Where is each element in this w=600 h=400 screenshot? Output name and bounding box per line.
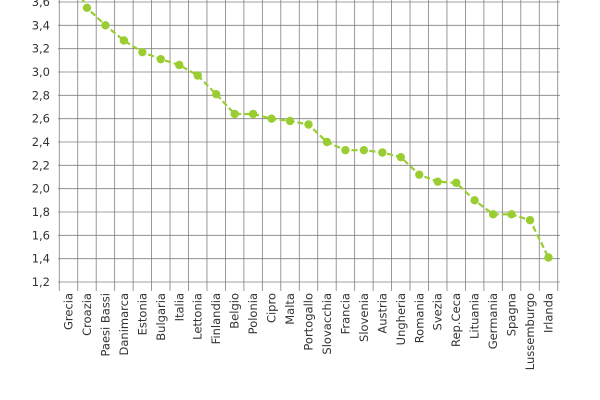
x-tick-label: Belgio [228,293,242,329]
data-point [433,177,442,186]
y-tick-label: 2,2 [32,158,50,172]
data-point [396,152,406,162]
data-point [175,60,184,70]
x-tick-label: Cipro [265,293,279,323]
x-tick-label: Germania [486,293,500,349]
x-tick-label: Irlanda [542,293,556,333]
x-tick-label: Slovenia [357,293,371,342]
data-point [211,89,221,99]
y-tick-label: 3,0 [32,65,50,79]
x-tick-label: Bulgaria [154,293,168,341]
x-tick-label: Lettonia [191,293,205,340]
y-axis: 1,2 1,4 1,6 1,8 2,0 2,2 2,4 2,6 2,8 3,0 3,2 3,4 3,6 [32,0,50,289]
y-tick-label: 2,6 [32,112,50,126]
series-line [81,0,550,258]
y-tick-label: 3,6 [32,0,50,9]
x-axis: Grecia Croazia Paesi Bassi Danimarca Estonia… [62,293,556,370]
x-tick-label: Romania [412,293,426,343]
x-tick-label: Slovacchia [320,293,334,355]
data-point [451,178,461,188]
data-point [285,116,295,126]
y-tick-label: 1,6 [32,228,50,242]
y-tick-label: 3,2 [32,42,50,56]
x-tick-label: Rep.Ceca [449,293,463,347]
data-point [341,145,350,155]
x-tick-label: Danimarca [117,293,131,355]
data-point [119,36,129,45]
x-tick-label: Portogallo [302,293,316,351]
data-point [544,253,553,262]
x-tick-label: Paesi Bassi [98,293,112,357]
x-tick-label: Lituania [468,293,482,339]
x-tick-label: Italia [172,293,186,321]
y-tick-label: 2,0 [32,182,50,196]
y-tick-label: 1,2 [32,275,50,289]
data-point [470,196,479,205]
y-tick-label: 2,8 [32,88,50,102]
x-tick-label: Ungheria [394,293,408,345]
data-point [138,47,147,57]
data-point [322,137,332,147]
data-point [193,71,202,80]
x-tick-label: Austria [375,293,389,334]
x-tick-label: Lussemburgo [523,293,537,370]
y-tick-label: 1,4 [32,252,50,266]
y-tick-label: 1,8 [32,205,50,219]
data-point [101,21,110,30]
data-point [525,215,535,225]
data-point [267,114,276,123]
data-point [230,109,239,119]
grid-lines [58,0,560,291]
x-tick-label: Spagna [505,293,519,336]
data-point [248,109,258,119]
x-tick-label: Polonia [246,293,260,334]
data-point [82,3,92,13]
data-point [359,145,369,155]
y-tick-label: 2,4 [32,135,50,149]
data-point [415,170,424,179]
data-point [488,210,498,219]
x-tick-label: Malta [283,293,297,325]
x-tick-label: Svezia [431,293,445,330]
data-point [304,120,313,129]
x-tick-label: Finlandia [209,293,223,344]
x-tick-label: Francia [338,293,352,334]
plot-area [81,0,553,262]
x-tick-label: Grecia [62,293,76,330]
x-tick-label: Estonia [135,293,149,335]
data-point [378,148,387,157]
data-point [156,54,166,64]
data-point [507,210,516,219]
x-tick-label: Croazia [80,293,94,336]
y-tick-label: 3,4 [32,18,50,32]
